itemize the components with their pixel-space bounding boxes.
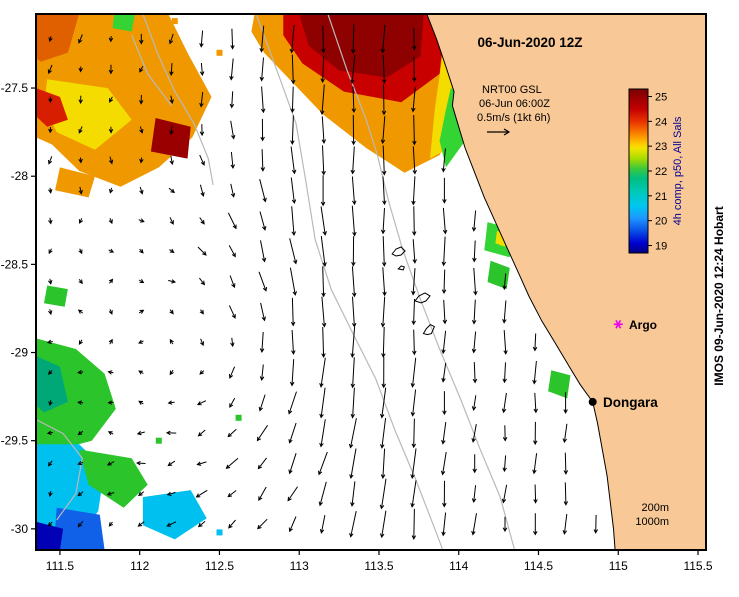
- plot-area: [36, 14, 706, 550]
- argo-float-label: Argo: [629, 318, 657, 332]
- plot-border: [35, 13, 707, 551]
- product-name-label: NRT00 GSL: [482, 84, 542, 96]
- x-tick-label: 113.5: [364, 559, 393, 573]
- x-tick-label: 113: [290, 559, 309, 573]
- dongara-dot-icon: [588, 397, 597, 406]
- colorbar-tick-label: 24: [655, 116, 667, 128]
- field-speck: [216, 529, 223, 536]
- x-tick-label: 114: [449, 559, 468, 573]
- field-patch: [112, 14, 135, 32]
- bathymetry-contour: [131, 34, 173, 107]
- reference-arrow-icon: [487, 128, 511, 136]
- y-tick-label: -27.5: [1, 81, 29, 95]
- bathymetry-contour: [327, 14, 516, 550]
- island-outline: [397, 265, 405, 271]
- field-speck: [216, 49, 223, 56]
- field-speck: [235, 414, 242, 421]
- generated-map-layers: 111.5 112 112.5 113 113.5 114 114.5 115 115.5 -27…: [1, 13, 713, 573]
- x-tick-label: 112.5: [205, 559, 234, 573]
- y-tick-label: -28.5: [1, 257, 29, 271]
- field-patch: [150, 118, 191, 159]
- colorbar-tick-label: 25: [655, 92, 667, 104]
- model-time-label: 06-Jun 06:00Z: [479, 98, 550, 110]
- colorbar: [628, 88, 649, 254]
- island-outline: [414, 292, 431, 304]
- field-patch: [36, 521, 64, 550]
- colorbar-label: 4h comp, p50, All Sals: [672, 116, 684, 225]
- map-title: 06-Jun-2020 12Z: [477, 35, 582, 50]
- y-tick-label: -30: [11, 522, 29, 536]
- colorbar-tick-label: 19: [655, 240, 667, 252]
- field-patch: [548, 370, 571, 399]
- field-patch: [142, 490, 207, 540]
- bathymetry-contour: [36, 418, 83, 521]
- argo-star-icon: [615, 320, 622, 329]
- field-patch: [53, 507, 105, 550]
- x-tick-label: 111.5: [46, 559, 75, 573]
- x-tick-label: 112: [130, 559, 149, 573]
- field-speck: [155, 437, 162, 444]
- island-outline: [422, 323, 436, 336]
- depth-200m-label: 200m: [641, 502, 669, 514]
- x-tick-label: 114.5: [524, 559, 553, 573]
- field-speck: [171, 18, 178, 25]
- field-patch: [79, 449, 148, 508]
- vector-scale-label: 0.5m/s (1kt 6h): [477, 112, 550, 124]
- y-tick-label: -29.5: [1, 434, 29, 448]
- field-patch: [44, 285, 68, 307]
- field-patch: [44, 79, 132, 150]
- x-tick-label: 115.5: [683, 559, 712, 573]
- field-patch: [299, 14, 424, 78]
- y-tick-label: -29: [11, 346, 29, 360]
- field-patch: [55, 167, 95, 198]
- colorbar-tick-label: 21: [655, 191, 667, 203]
- x-tick-label: 115: [609, 559, 628, 573]
- colorbar-tick-label: 22: [655, 166, 667, 178]
- colorbar-tick-label: 23: [655, 141, 667, 153]
- annotations-layer: 06-Jun-2020 12Z NRT00 GSL 06-Jun 06:00Z …: [477, 35, 726, 528]
- field-patch: [36, 88, 68, 127]
- credit-watermark: IMOS 09-Jun-2020 12:24 Hobart: [712, 206, 726, 385]
- colorbar-tick-label: 20: [655, 216, 667, 228]
- bathymetry-contour: [142, 14, 214, 186]
- island-outline: [391, 246, 406, 257]
- current-arrow-field: [46, 24, 599, 540]
- depth-1000m-label: 1000m: [635, 516, 669, 528]
- field-patch: [36, 356, 68, 413]
- dongara-town-label: Dongara: [603, 395, 658, 410]
- field-patch: [36, 14, 80, 62]
- field-patch: [487, 260, 510, 290]
- y-tick-label: -28: [11, 169, 29, 183]
